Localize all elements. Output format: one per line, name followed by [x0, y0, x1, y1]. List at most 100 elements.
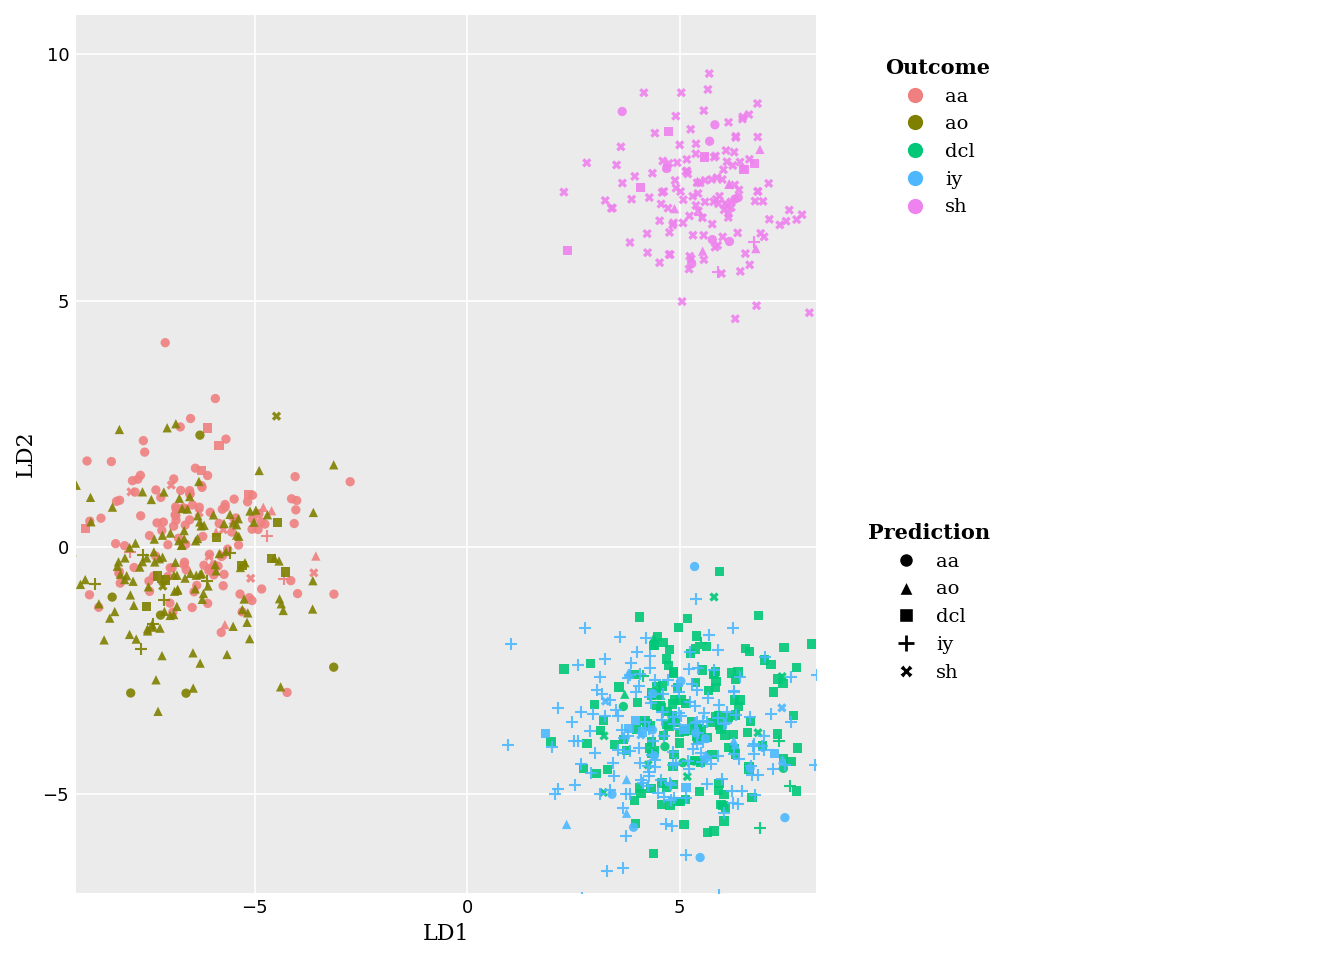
- Point: [191, 480, 212, 495]
- Point: [668, 794, 689, 809]
- Point: [746, 298, 767, 313]
- Point: [192, 529, 214, 544]
- Point: [656, 160, 677, 176]
- Point: [261, 503, 282, 518]
- Point: [687, 725, 708, 740]
- Point: [621, 656, 642, 671]
- Point: [208, 438, 230, 453]
- Point: [650, 797, 672, 812]
- Point: [663, 664, 684, 680]
- Point: [708, 196, 730, 211]
- Point: [137, 623, 159, 638]
- Point: [703, 666, 724, 682]
- Point: [650, 197, 672, 212]
- Point: [633, 776, 655, 791]
- Point: [638, 768, 660, 783]
- Point: [629, 780, 650, 796]
- Point: [684, 715, 706, 731]
- Point: [630, 773, 652, 788]
- Point: [183, 681, 204, 696]
- Point: [237, 605, 258, 620]
- Point: [771, 700, 793, 715]
- Point: [286, 492, 308, 508]
- Point: [786, 212, 808, 228]
- Point: [605, 703, 626, 718]
- Point: [234, 555, 255, 570]
- Point: [763, 684, 785, 700]
- Point: [257, 507, 278, 522]
- Point: [679, 723, 700, 738]
- Point: [621, 192, 642, 207]
- Point: [715, 716, 737, 732]
- Point: [591, 686, 613, 702]
- Point: [180, 486, 202, 501]
- Point: [176, 501, 198, 516]
- Point: [642, 637, 664, 653]
- Point: [612, 723, 633, 738]
- Point: [247, 522, 269, 538]
- Point: [137, 579, 159, 594]
- Point: [645, 752, 667, 767]
- Point: [612, 104, 633, 119]
- Point: [687, 185, 708, 201]
- Point: [629, 740, 650, 756]
- Point: [138, 528, 160, 543]
- Point: [824, 264, 845, 279]
- Point: [149, 620, 171, 636]
- Point: [659, 658, 680, 673]
- Point: [183, 584, 204, 599]
- Point: [735, 641, 757, 657]
- Point: [715, 196, 737, 211]
- Point: [284, 516, 305, 531]
- Point: [640, 718, 661, 733]
- Point: [12, 548, 34, 564]
- Point: [727, 190, 749, 205]
- Point: [675, 847, 696, 862]
- Point: [255, 529, 277, 544]
- Point: [614, 746, 636, 761]
- Point: [687, 721, 708, 736]
- Point: [707, 642, 728, 658]
- Point: [129, 468, 151, 483]
- Point: [652, 679, 673, 694]
- Point: [640, 689, 661, 705]
- Point: [586, 683, 607, 698]
- Point: [593, 728, 614, 743]
- Point: [773, 676, 794, 691]
- Point: [679, 661, 700, 677]
- Point: [103, 604, 125, 619]
- Point: [641, 165, 663, 180]
- Point: [747, 183, 769, 199]
- Point: [237, 614, 258, 630]
- Point: [285, 469, 306, 485]
- Point: [607, 708, 629, 724]
- Point: [630, 728, 652, 743]
- Point: [667, 679, 688, 694]
- Point: [692, 662, 714, 678]
- Point: [652, 154, 673, 169]
- Point: [628, 678, 649, 693]
- Point: [723, 733, 745, 749]
- Point: [191, 566, 212, 582]
- Point: [806, 667, 828, 683]
- Point: [703, 589, 724, 605]
- Point: [641, 747, 663, 762]
- Point: [168, 491, 190, 506]
- Point: [122, 573, 144, 588]
- Point: [676, 790, 698, 805]
- Point: [219, 507, 241, 522]
- Point: [687, 732, 708, 747]
- Point: [599, 782, 621, 798]
- Point: [650, 700, 672, 715]
- Point: [155, 572, 176, 588]
- Point: [698, 82, 719, 97]
- Point: [190, 656, 211, 671]
- Point: [707, 748, 728, 763]
- Point: [114, 572, 136, 588]
- Point: [644, 743, 665, 758]
- Point: [737, 725, 758, 740]
- Point: [718, 206, 739, 222]
- Point: [207, 559, 228, 574]
- Point: [685, 628, 707, 643]
- Point: [175, 517, 196, 533]
